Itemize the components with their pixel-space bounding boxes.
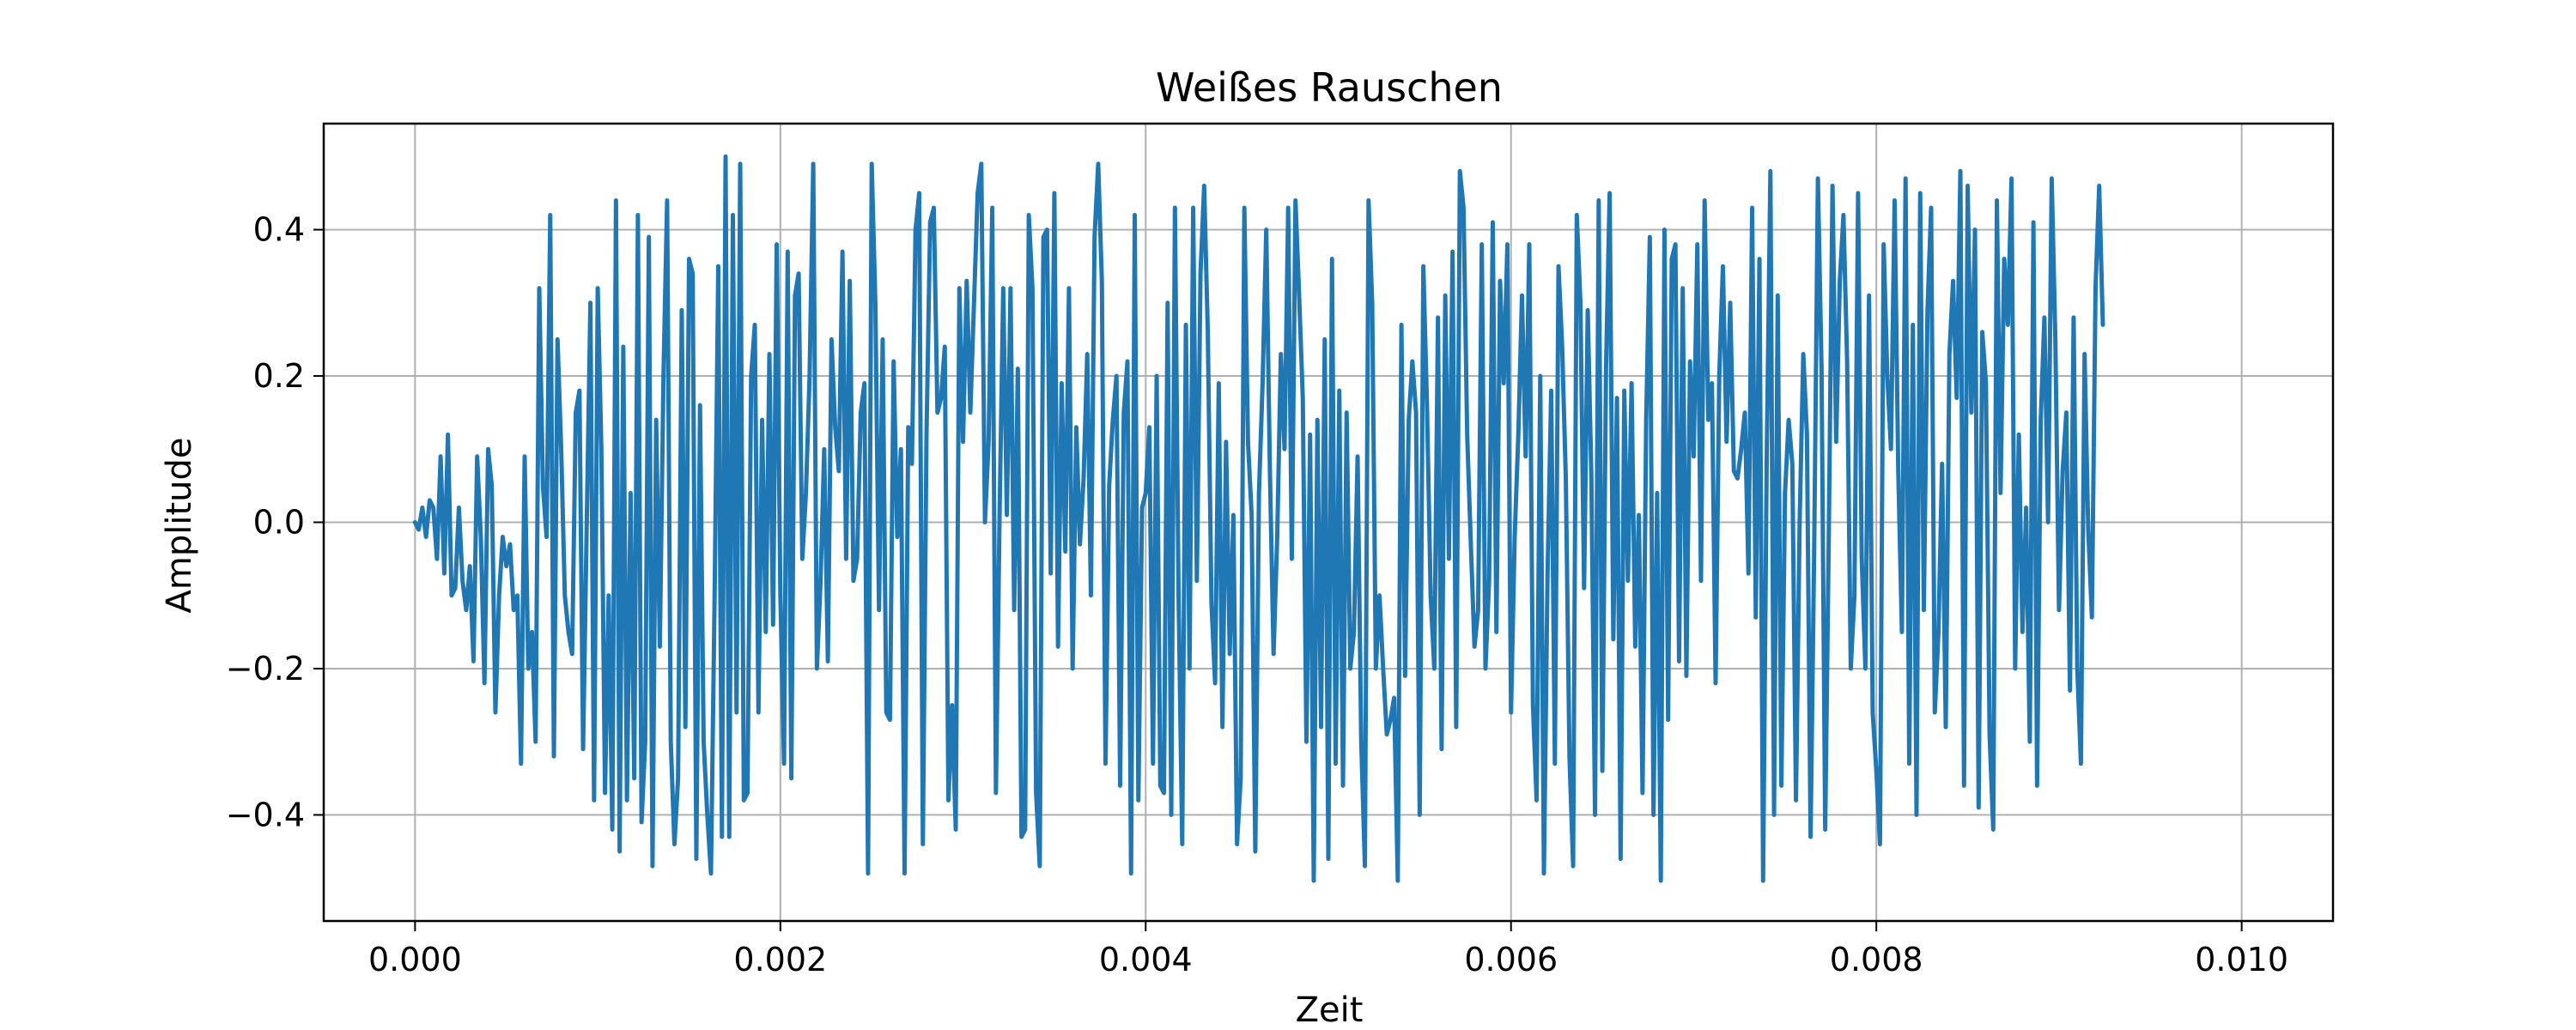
x-tick-label: 0.010 [2195,941,2288,978]
x-tick-label: 0.002 [733,941,827,978]
x-axis-label: Zeit [1296,991,1364,1030]
y-tick-label: 0.0 [253,504,305,542]
x-tick-label: 0.000 [368,941,462,978]
y-tick-label: −0.2 [226,650,305,688]
y-tick-label: 0.4 [253,211,305,249]
x-axis-ticks: 0.000 0.002 0.004 0.006 0.008 0.010 [368,921,2288,978]
y-tick-label: −0.4 [226,796,305,833]
x-tick-label: 0.008 [1830,941,1923,978]
chart-title: Weißes Rauschen [1156,64,1503,111]
y-axis-label: Amplitude [160,438,199,614]
series-layer [412,154,2105,883]
y-tick-label: 0.2 [253,357,305,395]
x-tick-label: 0.006 [1464,941,1558,978]
x-tick-label: 0.004 [1099,941,1193,978]
y-axis-ticks: −0.4 −0.2 0.0 0.2 0.4 [226,211,324,833]
series-line [412,154,2105,883]
